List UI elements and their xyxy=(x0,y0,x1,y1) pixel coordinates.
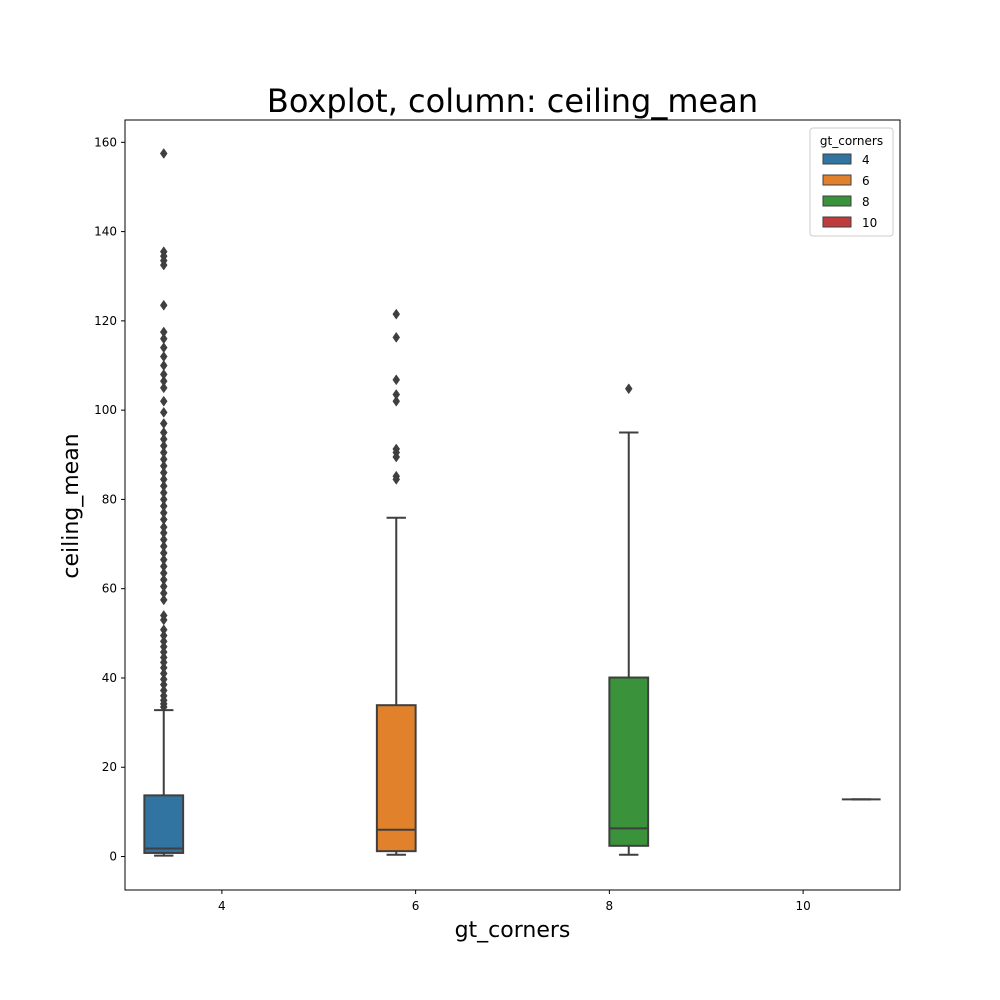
y-tick-label: 0 xyxy=(109,850,117,864)
outlier-point xyxy=(159,453,168,465)
legend-swatch-10 xyxy=(822,216,852,228)
outlier-point xyxy=(159,148,168,159)
legend-swatch-8 xyxy=(822,195,852,207)
outlier-point xyxy=(159,382,168,394)
outlier-point xyxy=(159,326,168,338)
outlier-point xyxy=(159,554,168,566)
plot-frame xyxy=(124,119,901,891)
outlier-point xyxy=(159,467,168,479)
x-tick-label: 6 xyxy=(412,899,420,913)
y-tick-label: 80 xyxy=(102,492,117,506)
box-group-8 xyxy=(608,383,650,856)
legend-title: gt_corners xyxy=(820,134,883,148)
outlier-point xyxy=(159,493,168,505)
box-group-6 xyxy=(375,308,417,856)
outlier-point xyxy=(159,333,168,345)
x-axis-label: gt_corners xyxy=(455,918,571,943)
outlier-point xyxy=(392,331,401,343)
legend: gt_corners 4 6 8 10 xyxy=(809,127,894,237)
outlier-point xyxy=(159,375,168,387)
outlier-point xyxy=(159,342,168,354)
outlier-point xyxy=(392,443,401,455)
outlier-point xyxy=(159,246,168,258)
legend-swatch-6 xyxy=(822,174,852,186)
legend-entry-6: 6 xyxy=(862,174,870,188)
outlier-point xyxy=(159,685,168,696)
outlier-point xyxy=(159,574,168,586)
y-tick-label: 120 xyxy=(94,314,117,328)
x-tick-label: 4 xyxy=(218,899,226,913)
outlier-point xyxy=(159,395,168,407)
outlier-point xyxy=(159,447,168,458)
outlier-point xyxy=(159,433,168,445)
outlier-point xyxy=(159,500,168,512)
box xyxy=(608,676,650,847)
outlier-point xyxy=(159,440,168,452)
outlier-point xyxy=(624,383,633,395)
y-axis-label: ceiling_mean xyxy=(59,433,84,578)
outlier-point xyxy=(159,351,168,363)
outlier-point xyxy=(159,360,168,371)
outlier-point xyxy=(159,540,168,552)
y-tick-label: 100 xyxy=(94,403,117,417)
outlier-point xyxy=(159,521,168,533)
outlier-point xyxy=(159,473,168,485)
x-tick-label: 8 xyxy=(606,899,614,913)
outlier-point xyxy=(159,635,168,647)
y-tick-label: 160 xyxy=(94,135,117,149)
outlier-point xyxy=(159,547,168,559)
outlier-point xyxy=(159,514,168,525)
y-tick-label: 60 xyxy=(102,582,117,596)
outlier-point xyxy=(159,560,168,572)
outlier-point xyxy=(159,368,168,380)
outlier-point xyxy=(159,594,168,606)
outlier-point xyxy=(159,480,168,492)
outlier-point xyxy=(159,527,168,539)
legend-entry-10: 10 xyxy=(862,216,877,230)
y-tick-label: 40 xyxy=(102,671,117,685)
legend-swatch-4 xyxy=(822,153,852,165)
box xyxy=(143,794,185,854)
outlier-point xyxy=(159,418,168,429)
outlier-point xyxy=(159,610,168,621)
plot-area: 0 20 40 60 80 100 120 140 160 4 6 8 10 xyxy=(94,119,901,913)
y-tick-label: 20 xyxy=(102,760,117,774)
chart-title: Boxplot, column: ceiling_mean xyxy=(267,82,758,120)
outlier-point xyxy=(159,299,168,311)
outlier-point xyxy=(159,581,168,592)
x-tick-label: 10 xyxy=(795,899,810,913)
box xyxy=(375,704,417,853)
outlier-point xyxy=(392,395,401,407)
outlier-point xyxy=(159,624,168,636)
y-tick-label: 140 xyxy=(94,225,117,239)
outlier-point xyxy=(159,668,168,679)
outlier-point xyxy=(159,507,168,519)
box-group-4 xyxy=(143,148,185,857)
legend-entry-8: 8 xyxy=(862,195,870,209)
outlier-point xyxy=(159,567,168,579)
outlier-point xyxy=(392,374,401,386)
legend-entry-4: 4 xyxy=(862,153,870,167)
outlier-point xyxy=(159,460,168,472)
outlier-point xyxy=(159,534,168,546)
outlier-point xyxy=(159,673,168,685)
outlier-point xyxy=(392,470,401,482)
outlier-point xyxy=(392,308,401,320)
outlier-point xyxy=(159,406,168,418)
outlier-point xyxy=(392,389,401,400)
outlier-point xyxy=(159,630,168,642)
outlier-point xyxy=(159,587,168,599)
outlier-point xyxy=(159,427,168,438)
outlier-point xyxy=(159,487,168,499)
